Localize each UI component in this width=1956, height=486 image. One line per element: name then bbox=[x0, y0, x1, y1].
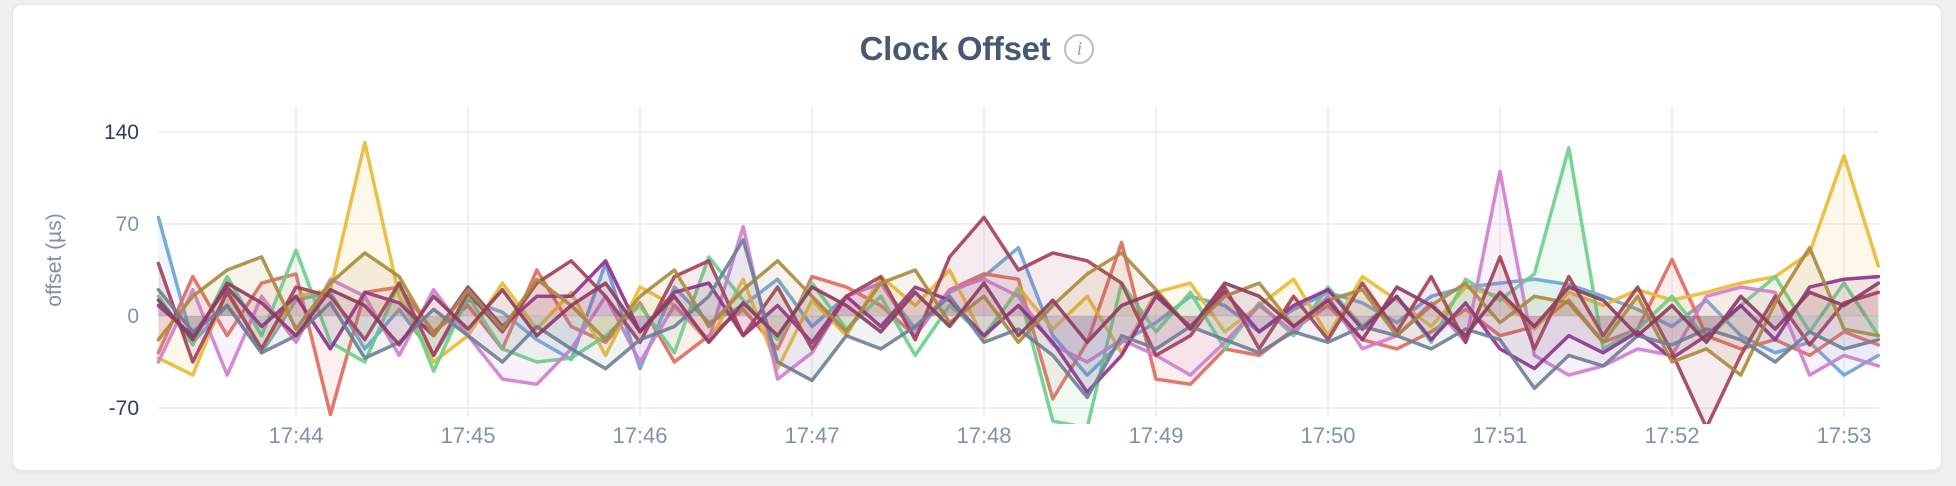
x-tick-label: 17:46 bbox=[612, 423, 667, 448]
y-tick-label: 140 bbox=[104, 121, 139, 144]
clock-offset-chart: offset (µs) 140 70 0 -70 17:44 17:45 17:46 17:4… bbox=[13, 99, 1941, 479]
series-line-green bbox=[156, 146, 1881, 424]
x-tick-label: 17:45 bbox=[440, 423, 495, 448]
y-tick-label: -70 bbox=[109, 397, 139, 420]
x-tick-label: 17:52 bbox=[1644, 423, 1699, 448]
x-tick-label: 17:44 bbox=[268, 423, 323, 448]
series-area-green bbox=[158, 147, 1879, 424]
x-tick-label: 17:53 bbox=[1816, 423, 1871, 448]
clock-offset-card: Clock Offset i offset (µs) 140 70 0 -70 17:4… bbox=[12, 4, 1942, 471]
series-area-gold bbox=[158, 142, 1879, 376]
y-axis-label: offset (µs) bbox=[43, 213, 66, 307]
x-tick-label: 17:47 bbox=[784, 423, 839, 448]
x-tick-label: 17:48 bbox=[956, 423, 1011, 448]
chart-canvas: 140 70 0 -70 17:44 17:45 17:46 17:47 17:48 17:49 1… bbox=[104, 107, 1881, 448]
y-tick-label: 70 bbox=[116, 213, 139, 236]
series-area-wine bbox=[158, 283, 1879, 345]
series-line-wine bbox=[156, 281, 1881, 347]
series-line-maroon bbox=[156, 215, 1881, 424]
y-tick-label: 0 bbox=[127, 305, 139, 328]
x-tick-label: 17:51 bbox=[1472, 423, 1527, 448]
x-tick-label: 17:49 bbox=[1128, 423, 1183, 448]
series-area-maroon bbox=[158, 217, 1879, 424]
series-line-gold bbox=[156, 140, 1881, 377]
info-icon[interactable]: i bbox=[1064, 34, 1095, 64]
series-area-khaki bbox=[158, 247, 1879, 376]
card-header: Clock Offset i bbox=[13, 5, 1941, 71]
plot-area bbox=[156, 140, 1881, 424]
series-line-slate bbox=[156, 238, 1881, 400]
x-tick-label: 17:50 bbox=[1300, 423, 1355, 448]
chart-title: Clock Offset bbox=[859, 30, 1051, 67]
